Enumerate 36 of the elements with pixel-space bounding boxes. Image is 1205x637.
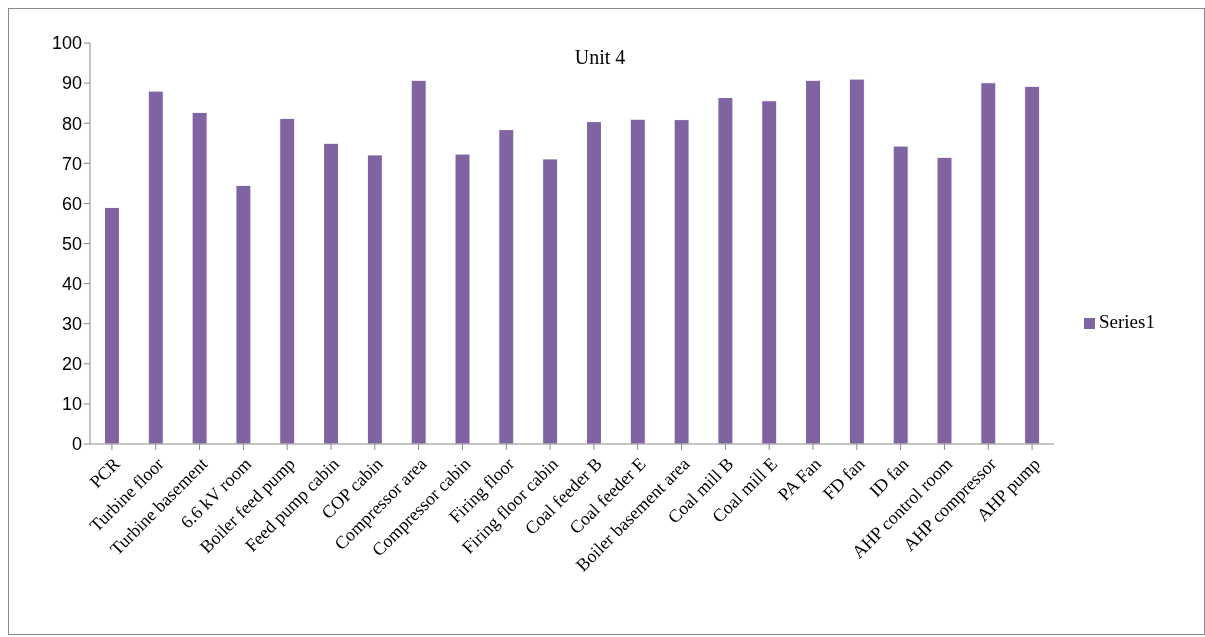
x-tick-label: PCR (85, 453, 124, 492)
bar (629, 118, 646, 444)
bar (980, 82, 997, 444)
y-tick-label: 0 (71, 434, 82, 455)
y-tick-label: 40 (61, 273, 82, 294)
y-tick-label: 90 (61, 73, 82, 94)
bar (805, 79, 822, 444)
bar (761, 100, 778, 444)
bar (454, 153, 471, 444)
bar (542, 158, 559, 444)
y-tick-label: 50 (61, 233, 82, 254)
bar (673, 119, 690, 444)
y-tick-label: 20 (61, 354, 82, 375)
bar (585, 121, 602, 444)
bar (717, 97, 734, 444)
bar (936, 156, 953, 444)
bar (498, 129, 515, 444)
bar (848, 78, 865, 444)
bar (323, 142, 340, 444)
bar (279, 117, 296, 444)
y-tick-label: 10 (61, 394, 82, 415)
bar (147, 90, 164, 444)
y-tick-label: 30 (61, 314, 82, 335)
legend-label: Series1 (1099, 310, 1155, 332)
y-tick-label: 60 (61, 193, 82, 214)
y-tick-label: 80 (61, 113, 82, 134)
bar (235, 184, 252, 444)
y-tick-label: 70 (61, 153, 82, 174)
bar (103, 206, 120, 444)
bar (1024, 85, 1041, 444)
bar (366, 154, 383, 444)
bar (892, 145, 909, 444)
y-tick-label: 100 (51, 33, 82, 54)
bar (191, 111, 208, 444)
bar (410, 79, 427, 444)
chart-title: Unit 4 (573, 46, 627, 69)
